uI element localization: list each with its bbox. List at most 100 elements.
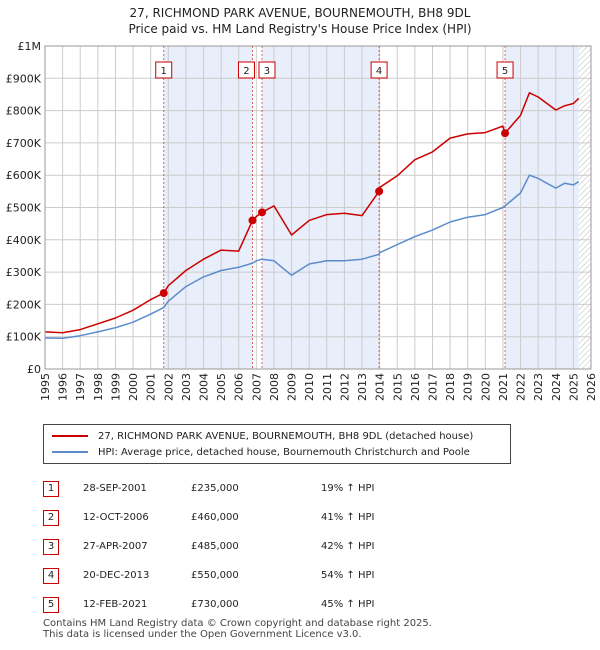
price-chart: 1 2 3 4 5 £0 £100K £200K £300K £400K £500K £600K £7… <box>6 40 598 401</box>
legend: 27, RICHMOND PARK AVENUE, BOURNEMOUTH, B… <box>43 424 511 464</box>
sale-price: £235,000 <box>191 483 239 494</box>
sale-date-cell: 12-OCT-2006 <box>83 503 191 532</box>
x-tick-label: 2002 <box>162 373 175 401</box>
sale-hpi-change-cell: 41% ↑ HPI <box>321 503 411 532</box>
x-tick-label: 2005 <box>215 373 228 401</box>
sale-label-box-4 <box>370 61 388 79</box>
x-tick-label: 1995 <box>39 373 52 401</box>
y-tick-label: £400K <box>6 234 42 247</box>
sale-price-cell: £460,000 <box>191 503 321 532</box>
sale-label-1: 1 <box>161 66 167 77</box>
sales-row: 2 12-OCT-2006 £460,000 41% ↑ HPI <box>43 503 411 532</box>
sale-label-2: 2 <box>243 66 249 77</box>
sale-point-3 <box>257 208 266 217</box>
x-tick-label: 2018 <box>444 373 457 401</box>
sale-hpi-change: 42% ↑ HPI <box>321 541 375 552</box>
sales-row: 4 20-DEC-2013 £550,000 54% ↑ HPI <box>43 561 411 590</box>
sale-hpi-change: 41% ↑ HPI <box>321 512 375 523</box>
sale-point-2 <box>248 216 257 225</box>
x-tick-label: 2000 <box>127 373 140 401</box>
x-tick-label: 1997 <box>74 373 87 401</box>
sale-point-4 <box>375 187 384 196</box>
legend-item-price-paid: 27, RICHMOND PARK AVENUE, BOURNEMOUTH, B… <box>52 428 473 444</box>
sales-row: 5 12-FEB-2021 £730,000 45% ↑ HPI <box>43 590 411 619</box>
legend-label-price-paid: 27, RICHMOND PARK AVENUE, BOURNEMOUTH, B… <box>98 430 474 442</box>
x-tick-label: 1996 <box>57 373 70 401</box>
x-tick-label: 2010 <box>303 373 316 401</box>
x-tick-label: 1998 <box>92 373 105 401</box>
hpi-line <box>44 174 580 340</box>
x-tick-label: 2011 <box>321 373 334 401</box>
x-tick-label: 2003 <box>180 373 193 401</box>
x-tick-label: 2016 <box>409 373 422 401</box>
x-tick-label: 2023 <box>532 373 545 401</box>
x-tick-label: 2026 <box>585 373 598 401</box>
sale-hpi-change-cell: 45% ↑ HPI <box>321 590 411 619</box>
sales-row: 1 28-SEP-2001 £235,000 19% ↑ HPI <box>43 474 411 503</box>
sale-number-badge: 4 <box>43 567 59 584</box>
legend-swatch-hpi <box>52 451 88 453</box>
y-tick-label: £600K <box>6 169 42 182</box>
sale-label-3: 3 <box>264 66 270 77</box>
sales-row: 3 27-APR-2007 £485,000 42% ↑ HPI <box>43 532 411 561</box>
footer: Contains HM Land Registry data © Crown c… <box>43 618 432 640</box>
chart-title-line2: Price paid vs. HM Land Registry's House … <box>128 22 472 36</box>
y-tick-label: £700K <box>6 137 42 150</box>
x-tick-label: 2017 <box>426 373 439 401</box>
sale-price: £550,000 <box>191 570 239 581</box>
sale-date: 20-DEC-2013 <box>83 570 150 581</box>
x-tick-label: 2014 <box>374 373 387 401</box>
x-tick-label: 2021 <box>497 373 510 401</box>
legend-swatch-price-paid <box>52 435 88 437</box>
sale-label-box-2 <box>237 61 255 79</box>
sale-date: 28-SEP-2001 <box>83 483 147 494</box>
sale-date: 12-FEB-2021 <box>83 599 148 610</box>
y-tick-label: £100K <box>6 331 42 344</box>
footer-licence: This data is licensed under the Open Gov… <box>43 629 362 640</box>
sale-point-1 <box>159 289 168 298</box>
sale-date-cell: 12-FEB-2021 <box>83 590 191 619</box>
legend-item-hpi: HPI: Average price, detached house, Bour… <box>52 444 470 460</box>
x-tick-label: 2019 <box>462 373 475 401</box>
sale-label-box-5 <box>496 61 514 79</box>
x-tick-label: 2013 <box>356 373 369 401</box>
y-tick-label: £0 <box>27 363 41 376</box>
sale-date-cell: 27-APR-2007 <box>83 532 191 561</box>
sale-number-cell: 5 <box>43 590 83 619</box>
sale-label-box-3 <box>258 61 276 79</box>
sale-number-cell: 3 <box>43 532 83 561</box>
y-tick-label: £300K <box>6 266 42 279</box>
x-tick-label: 2007 <box>250 373 263 401</box>
sale-number-badge: 1 <box>43 480 59 497</box>
footer-copyright: Contains HM Land Registry data © Crown c… <box>43 618 432 629</box>
sale-hpi-change: 45% ↑ HPI <box>321 599 375 610</box>
sale-date-cell: 28-SEP-2001 <box>83 474 191 503</box>
sale-price: £730,000 <box>191 599 239 610</box>
x-tick-label: 2020 <box>479 373 492 401</box>
sale-price: £485,000 <box>191 541 239 552</box>
sale-price-cell: £550,000 <box>191 561 321 590</box>
sales-table: 1 28-SEP-2001 £235,000 19% ↑ HPI 2 12-OCT-200… <box>43 474 411 619</box>
sale-number-cell: 2 <box>43 503 83 532</box>
legend-label-hpi: HPI: Average price, detached house, Bour… <box>98 446 470 458</box>
y-tick-label: £1M <box>18 40 42 53</box>
y-tick-label: £500K <box>6 202 42 215</box>
x-tick-label: 2009 <box>286 373 299 401</box>
sale-price-cell: £730,000 <box>191 590 321 619</box>
sale-hpi-change: 54% ↑ HPI <box>321 570 375 581</box>
sale-price-cell: £235,000 <box>191 474 321 503</box>
sale-number-badge: 3 <box>43 538 59 555</box>
y-tick-label: £900K <box>6 72 42 85</box>
sale-label-4: 4 <box>376 66 382 77</box>
x-tick-label: 2006 <box>233 373 246 401</box>
sale-hpi-change: 19% ↑ HPI <box>321 483 375 494</box>
sale-number-badge: 2 <box>43 509 59 526</box>
sale-label-5: 5 <box>502 66 508 77</box>
plot-frame <box>44 45 592 370</box>
sale-point-5 <box>501 129 510 138</box>
x-tick-label: 2025 <box>567 373 580 401</box>
sale-number-badge: 5 <box>43 596 59 613</box>
sale-label-box-1 <box>155 61 173 79</box>
sale-price-cell: £485,000 <box>191 532 321 561</box>
sale-date: 12-OCT-2006 <box>83 512 149 523</box>
